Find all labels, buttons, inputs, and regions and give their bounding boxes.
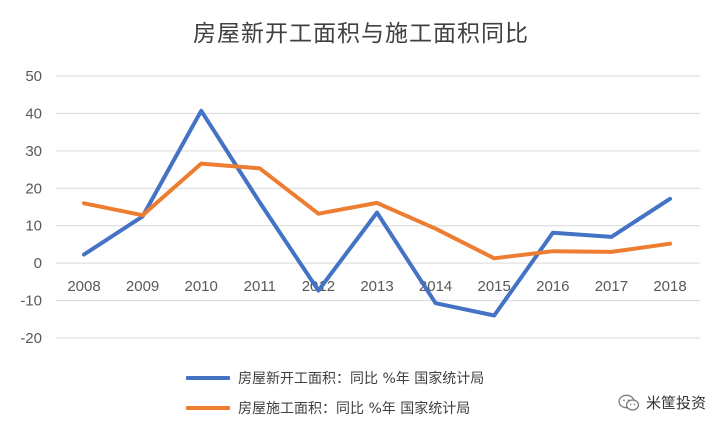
legend: 房屋新开工面积：同比 %年 国家统计局 房屋施工面积：同比 %年 国家统计局	[186, 363, 484, 423]
series-line-1	[82, 161, 672, 261]
x-tick-label: 2017	[595, 278, 628, 295]
y-tick-label: 40	[25, 105, 42, 122]
y-tick-label: -20	[20, 330, 42, 347]
gridlines	[56, 75, 700, 339]
x-tick-label: 2009	[126, 278, 159, 295]
series-lines	[82, 108, 672, 318]
legend-item-under-construction: 房屋施工面积：同比 %年 国家统计局	[186, 393, 484, 423]
y-tick-label: 30	[25, 143, 42, 160]
y-axis-ticks: -20 -10 0 10 20 30 40 50	[20, 68, 42, 347]
y-tick-label: 20	[25, 180, 42, 197]
legend-swatch-new-starts	[186, 376, 230, 380]
y-tick-label: 50	[25, 68, 42, 85]
x-tick-label: 2018	[653, 278, 686, 295]
x-tick-label: 2015	[478, 278, 511, 295]
legend-label-under-construction: 房屋施工面积：同比 %年 国家统计局	[238, 401, 471, 417]
x-tick-label: 2010	[185, 278, 218, 295]
legend-label-new-starts: 房屋新开工面积：同比 %年 国家统计局	[238, 371, 485, 387]
chart-title: 房屋新开工面积与施工面积同比	[193, 21, 529, 47]
series-line-0	[82, 108, 672, 318]
x-tick-label: 2016	[536, 278, 569, 295]
x-tick-label: 2013	[360, 278, 393, 295]
x-tick-label: 2011	[244, 278, 276, 295]
x-tick-label: 2012	[302, 278, 335, 295]
legend-item-new-starts: 房屋新开工面积：同比 %年 国家统计局	[186, 363, 484, 393]
x-axis-ticks: 2008 2009 2010 2011 2012 2013 2014 2015 2016 2017…	[67, 278, 686, 295]
wechat-icon	[618, 394, 640, 411]
legend-swatch-under-construction	[186, 406, 230, 410]
watermark-text: 米筐投资	[645, 394, 706, 412]
y-tick-label: 10	[25, 218, 42, 235]
watermark: 米筐投资	[618, 392, 706, 413]
y-tick-label: -10	[20, 293, 42, 310]
y-tick-label: 0	[34, 255, 42, 272]
x-tick-label: 2008	[67, 278, 100, 295]
